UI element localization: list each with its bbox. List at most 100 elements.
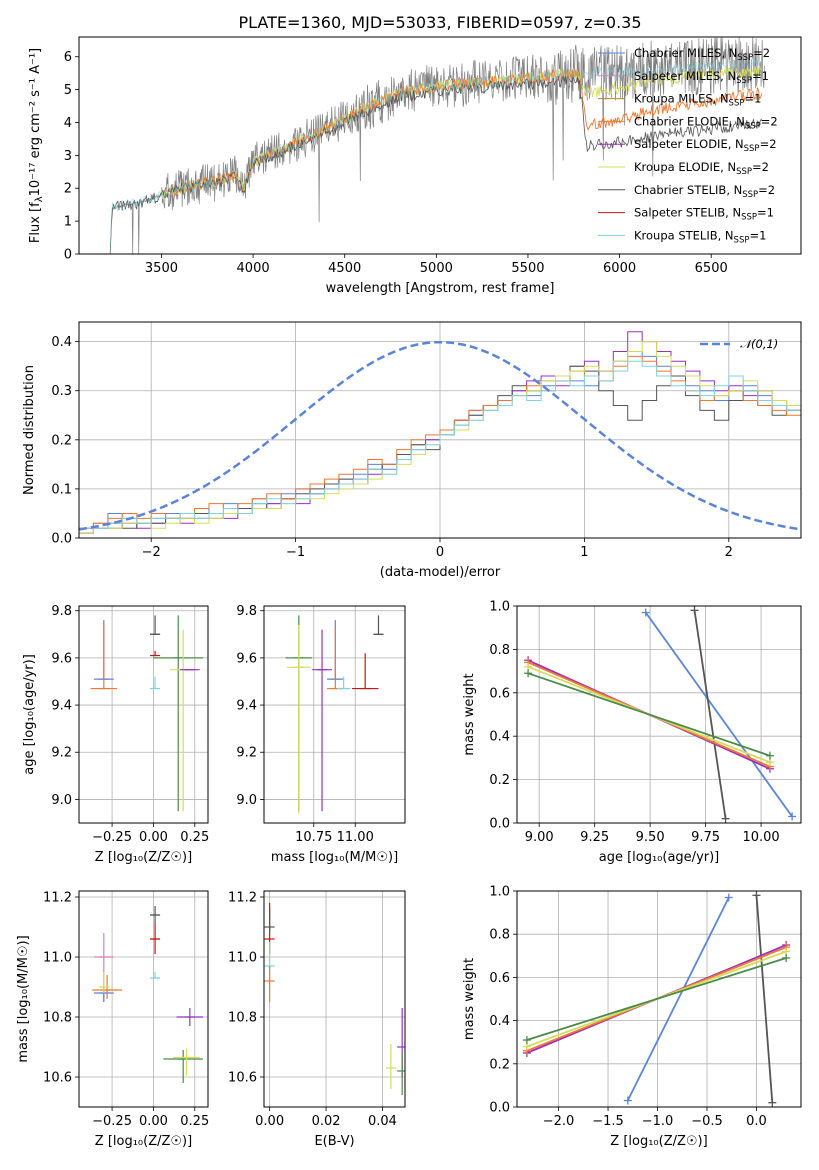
weight-series	[690, 606, 730, 823]
axes-frame	[78, 890, 209, 1108]
y-tick-label: 5	[64, 83, 72, 98]
x-axis-label: (data-model)/error	[380, 565, 501, 580]
x-tick-label: 6000	[603, 261, 636, 276]
weight-lines	[524, 606, 797, 823]
y-tick-label: 0.3	[51, 384, 72, 399]
y-tick-label: 4	[64, 116, 72, 131]
y-tick-label: 0.8	[489, 928, 510, 943]
weight-series	[641, 608, 797, 821]
x-axis-label: Z [log₁₀(Z/Z☉)]	[610, 1134, 707, 1149]
y-tick-label: 9.2	[236, 746, 257, 761]
x-tick-label: 9.50	[636, 830, 665, 845]
errorbar-point	[336, 676, 351, 690]
x-axis-label: wavelength [Angstrom, rest frame]	[326, 281, 555, 296]
y-tick-label: 10.6	[43, 1071, 72, 1086]
y-tick-label: 6	[64, 50, 72, 65]
weight-series-line	[693, 610, 727, 819]
errorbar-point	[264, 966, 275, 1002]
legend-entry-sub: SSP	[736, 76, 752, 86]
y-tick-label: 9.0	[236, 793, 257, 808]
y-tick-label: 9.4	[236, 699, 257, 714]
x-tick-label: 11.00	[337, 830, 374, 845]
legend-entry: Salpeter STELIB, NSSP=1	[634, 206, 774, 223]
y-tick-label: 1.0	[489, 885, 510, 900]
x-axis-label: age [log₁₀(age/yr)]	[599, 850, 720, 865]
y-axis-label: mass weight	[462, 673, 477, 755]
x-tick-label: 4000	[237, 261, 270, 276]
errorbar-point	[373, 615, 384, 635]
x-tick-label: −1.0	[642, 1114, 674, 1129]
normal-distribution-curve	[79, 340, 801, 531]
y-tick-label: 10.8	[228, 1011, 257, 1026]
errorbar-point	[176, 1008, 204, 1026]
y-tick-label: 0.2	[489, 1057, 510, 1072]
weight-series-line	[644, 611, 793, 818]
x-tick-label: 0.02	[312, 1114, 341, 1129]
weight-series-line	[526, 957, 787, 1041]
x-tick-label: 9.75	[691, 830, 720, 845]
axes-frame	[516, 605, 802, 824]
x-tick-label: 3500	[145, 261, 178, 276]
weight-series	[524, 669, 774, 760]
x-tick-label: 2	[725, 545, 733, 560]
x-tick-label: 0.0	[746, 1114, 767, 1129]
legend-entry-sub: SSP	[741, 213, 757, 223]
errorbar-point	[351, 653, 379, 690]
y-tick-label: 9.2	[51, 746, 72, 761]
legend-entry-name: Kroupa STELIB, N	[634, 228, 734, 242]
axes-frame	[78, 36, 802, 255]
errorbar-points	[90, 615, 204, 812]
y-tick-label: 9.6	[236, 651, 257, 666]
age-vs-mass-panel: 10.75 11.00 9.0 9.2 9.4 9.6 9.8 mass [log₁₀(M/M…	[236, 604, 406, 865]
legend-entry-name: Salpeter STELIB, N	[634, 206, 741, 220]
legend-entry-value: =1	[744, 92, 761, 106]
mass-vs-extinction-panel: 0.00 0.02 0.04 10.6 10.8 11.0 11.2 E(B-V)	[228, 890, 406, 1149]
legend-entry: 𝒩(0,1)	[740, 337, 778, 351]
x-tick-label: 9.25	[580, 830, 609, 845]
mass-weight-vs-age-panel: 9.00 9.25 9.50 9.75 10.00 0.0 0.2 0.4 0.6 0.8 1.0 a…	[462, 600, 802, 865]
y-axis-label: mass weight	[462, 958, 477, 1040]
histogram-step-line	[79, 341, 801, 538]
x-axis-label: Z [log₁₀(Z/Z☉)]	[95, 1134, 192, 1149]
gridlines	[264, 606, 405, 823]
y-tick-label: 9.8	[51, 604, 72, 619]
errorbar-point	[150, 615, 161, 635]
axes-frame	[516, 890, 802, 1108]
errorbar-points	[264, 903, 405, 1095]
y-tick-label: 0.0	[489, 817, 510, 832]
errorbar-point	[90, 622, 118, 690]
spectrum-panel: 3500 4000 4500 5000 5500 6000 6500 0 1 2 3 4 5 6 wavel…	[28, 36, 802, 296]
legend-entry-name: Salpeter MILES, N	[634, 69, 736, 83]
x-tick-label: 1	[580, 545, 588, 560]
x-tick-label: 0.00	[255, 1114, 284, 1129]
y-tick-label: 0.4	[489, 1014, 510, 1029]
weight-series	[522, 953, 791, 1045]
histogram-series	[79, 331, 801, 538]
x-tick-label: 6500	[695, 261, 728, 276]
legend-entry-name: Chabrier MILES, N	[634, 46, 737, 60]
weight-series-line	[527, 672, 771, 757]
x-tick-label: −2.0	[543, 1114, 575, 1129]
mass-vs-metallicity-panel: −0.25 0.00 0.25 10.6 10.8 11.0 11.2 Z [log₁₀(Z/…	[16, 890, 209, 1149]
x-tick-label: 0.00	[139, 830, 168, 845]
y-tick-label: 10.6	[228, 1071, 257, 1086]
model-spectrum-kroupa-stelib	[109, 57, 763, 254]
x-tick-label: 0.04	[368, 1114, 397, 1129]
y-axis-label-main: Flux [f	[28, 202, 43, 243]
y-tick-label: 11.2	[43, 891, 72, 906]
x-axis-label: mass [log₁₀(M/M☉)]	[271, 850, 398, 865]
x-tick-label: 9.00	[525, 830, 554, 845]
y-axis-label: Normed distribution	[22, 365, 37, 495]
legend-entry: Salpeter ELODIE, NSSP=2	[634, 137, 777, 154]
histogram-step-line	[79, 365, 801, 538]
weight-series	[752, 891, 777, 1107]
y-tick-label: 9.8	[236, 604, 257, 619]
x-tick-label: 0.25	[180, 1114, 209, 1129]
legend-entry-value: =2	[760, 137, 777, 151]
y-tick-label: 0.0	[51, 532, 72, 547]
x-tick-label: 0.00	[139, 1114, 168, 1129]
y-tick-label: 9.0	[51, 793, 72, 808]
legend-entry-name: Chabrier ELODIE, N	[634, 114, 745, 128]
x-tick-label: 0.25	[180, 830, 209, 845]
